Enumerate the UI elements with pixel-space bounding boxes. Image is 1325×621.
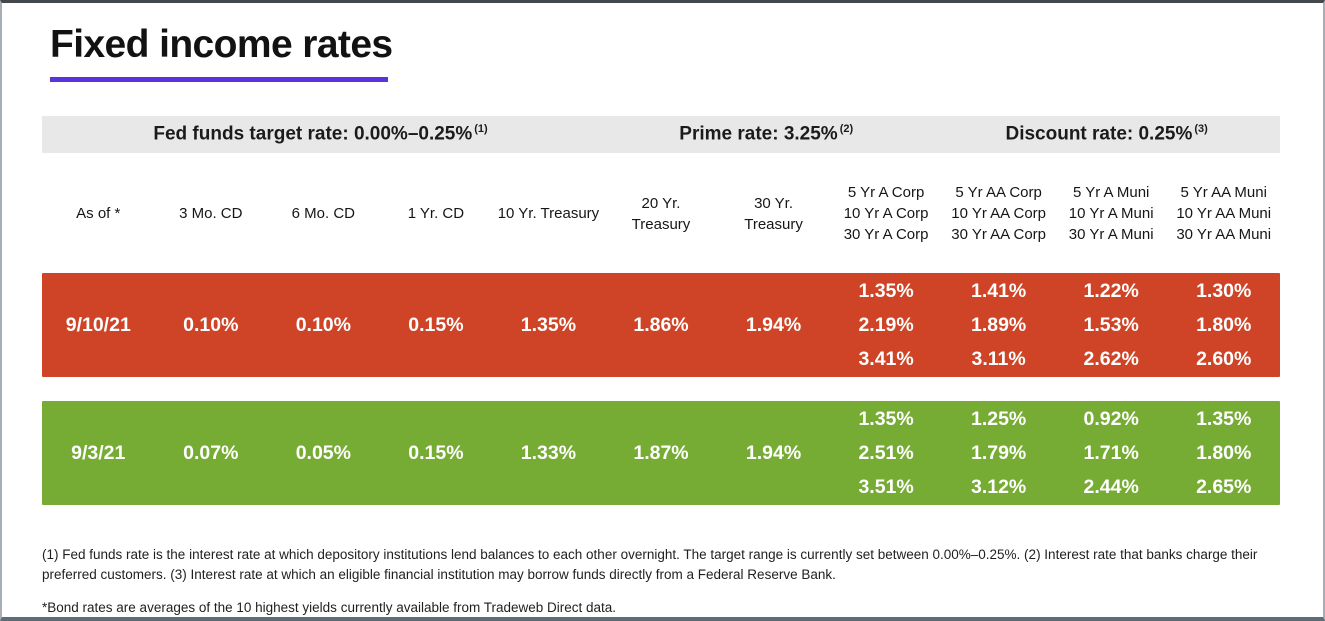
discount-rate-footnote-marker: (3) [1194, 123, 1208, 136]
header-cell: 1 Yr. CD [407, 205, 465, 223]
data-cell: 1.33% [520, 441, 577, 464]
data-cell: 1.86% [633, 313, 689, 336]
data-cell: 1.35% [520, 313, 577, 336]
header-cell: 10 Yr. Treasury [497, 205, 600, 223]
data-cell: 0.07% [183, 441, 239, 464]
fed-funds-rate-text: Fed funds target rate: 0.00%–0.25% [153, 123, 473, 145]
header-cell: 5 Yr AA Corp 10 Yr AA Corp 30 Yr AA Corp [951, 184, 1047, 244]
header-cell: 20 Yr. Treasury [631, 194, 691, 233]
header-cell: 5 Yr AA Muni 10 Yr AA Muni 30 Yr AA Muni [1176, 184, 1272, 244]
header-cell: 5 Yr A Muni 10 Yr A Muni 30 Yr A Muni [1068, 184, 1154, 244]
data-cell: 1.41% 1.89% 3.11% [970, 279, 1027, 370]
data-cell: 0.92% 1.71% 2.44% [1083, 407, 1139, 498]
footnote-rates: (1) Fed funds rate is the interest rate … [42, 546, 1258, 583]
data-row: 9/3/21 0.07% 0.05% 0.15% 1.33% 1.87% 1.94% 1.35… [42, 400, 1280, 505]
header-cell: 6 Mo. CD [291, 205, 356, 223]
data-cell: 1.22% 1.53% 2.62% [1083, 279, 1139, 370]
title-block: Fixed income rates [50, 23, 1280, 82]
header-cell: 5 Yr A Corp 10 Yr A Corp 30 Yr A Corp [843, 184, 929, 244]
data-cell: 1.35% 1.80% 2.65% [1196, 407, 1252, 498]
data-row: 9/10/21 0.10% 0.10% 0.15% 1.35% 1.86% 1.94% 1.3… [42, 272, 1280, 377]
header-cell: 3 Mo. CD [179, 205, 243, 223]
page-content: Fixed income rates Fed funds target rate… [2, 23, 1323, 617]
data-cell: 1.94% [745, 441, 802, 464]
data-cell: 0.15% [408, 441, 464, 464]
data-cell: 1.94% [745, 313, 802, 336]
data-cell: 0.10% [183, 313, 239, 336]
table-header-row: As of * 3 Mo. CD 6 Mo. CD 1 Yr. CD 10 Yr. Tr… [42, 171, 1280, 257]
data-cell: 0.05% [295, 441, 351, 464]
prime-rate-label: Prime rate: 3.25% (2) [599, 123, 933, 145]
data-cell: 0.10% [295, 313, 351, 336]
data-cell: 9/3/21 [71, 441, 126, 464]
discount-rate-text: Discount rate: 0.25% [1005, 123, 1193, 145]
key-rates-bar: Fed funds target rate: 0.00%–0.25% (1) Pr… [42, 115, 1280, 153]
header-cell: As of * [76, 205, 121, 223]
data-cell: 9/10/21 [65, 313, 131, 336]
discount-rate-label: Discount rate: 0.25% (3) [933, 123, 1280, 145]
title-accent-underline [50, 76, 388, 82]
data-cell: 1.35% 2.51% 3.51% [858, 407, 914, 498]
prime-rate-footnote-marker: (2) [839, 123, 854, 136]
header-cell: 30 Yr. Treasury [744, 194, 803, 233]
data-cell: 1.35% 2.19% 3.41% [858, 279, 914, 370]
data-cell: 0.15% [408, 313, 464, 336]
fed-funds-footnote-marker: (1) [474, 123, 488, 136]
fed-funds-rate-label: Fed funds target rate: 0.00%–0.25% (1) [42, 123, 599, 145]
data-cell: 1.87% [633, 441, 689, 464]
prime-rate-text: Prime rate: 3.25% [679, 123, 838, 145]
data-cell: 1.25% 1.79% 3.12% [970, 407, 1027, 498]
footnotes-block: (1) Fed funds rate is the interest rate … [42, 545, 1280, 617]
footnote-bond-rates: *Bond rates are averages of the 10 highe… [42, 600, 617, 616]
page-title: Fixed income rates [50, 23, 393, 66]
data-cell: 1.30% 1.80% 2.60% [1196, 279, 1252, 370]
